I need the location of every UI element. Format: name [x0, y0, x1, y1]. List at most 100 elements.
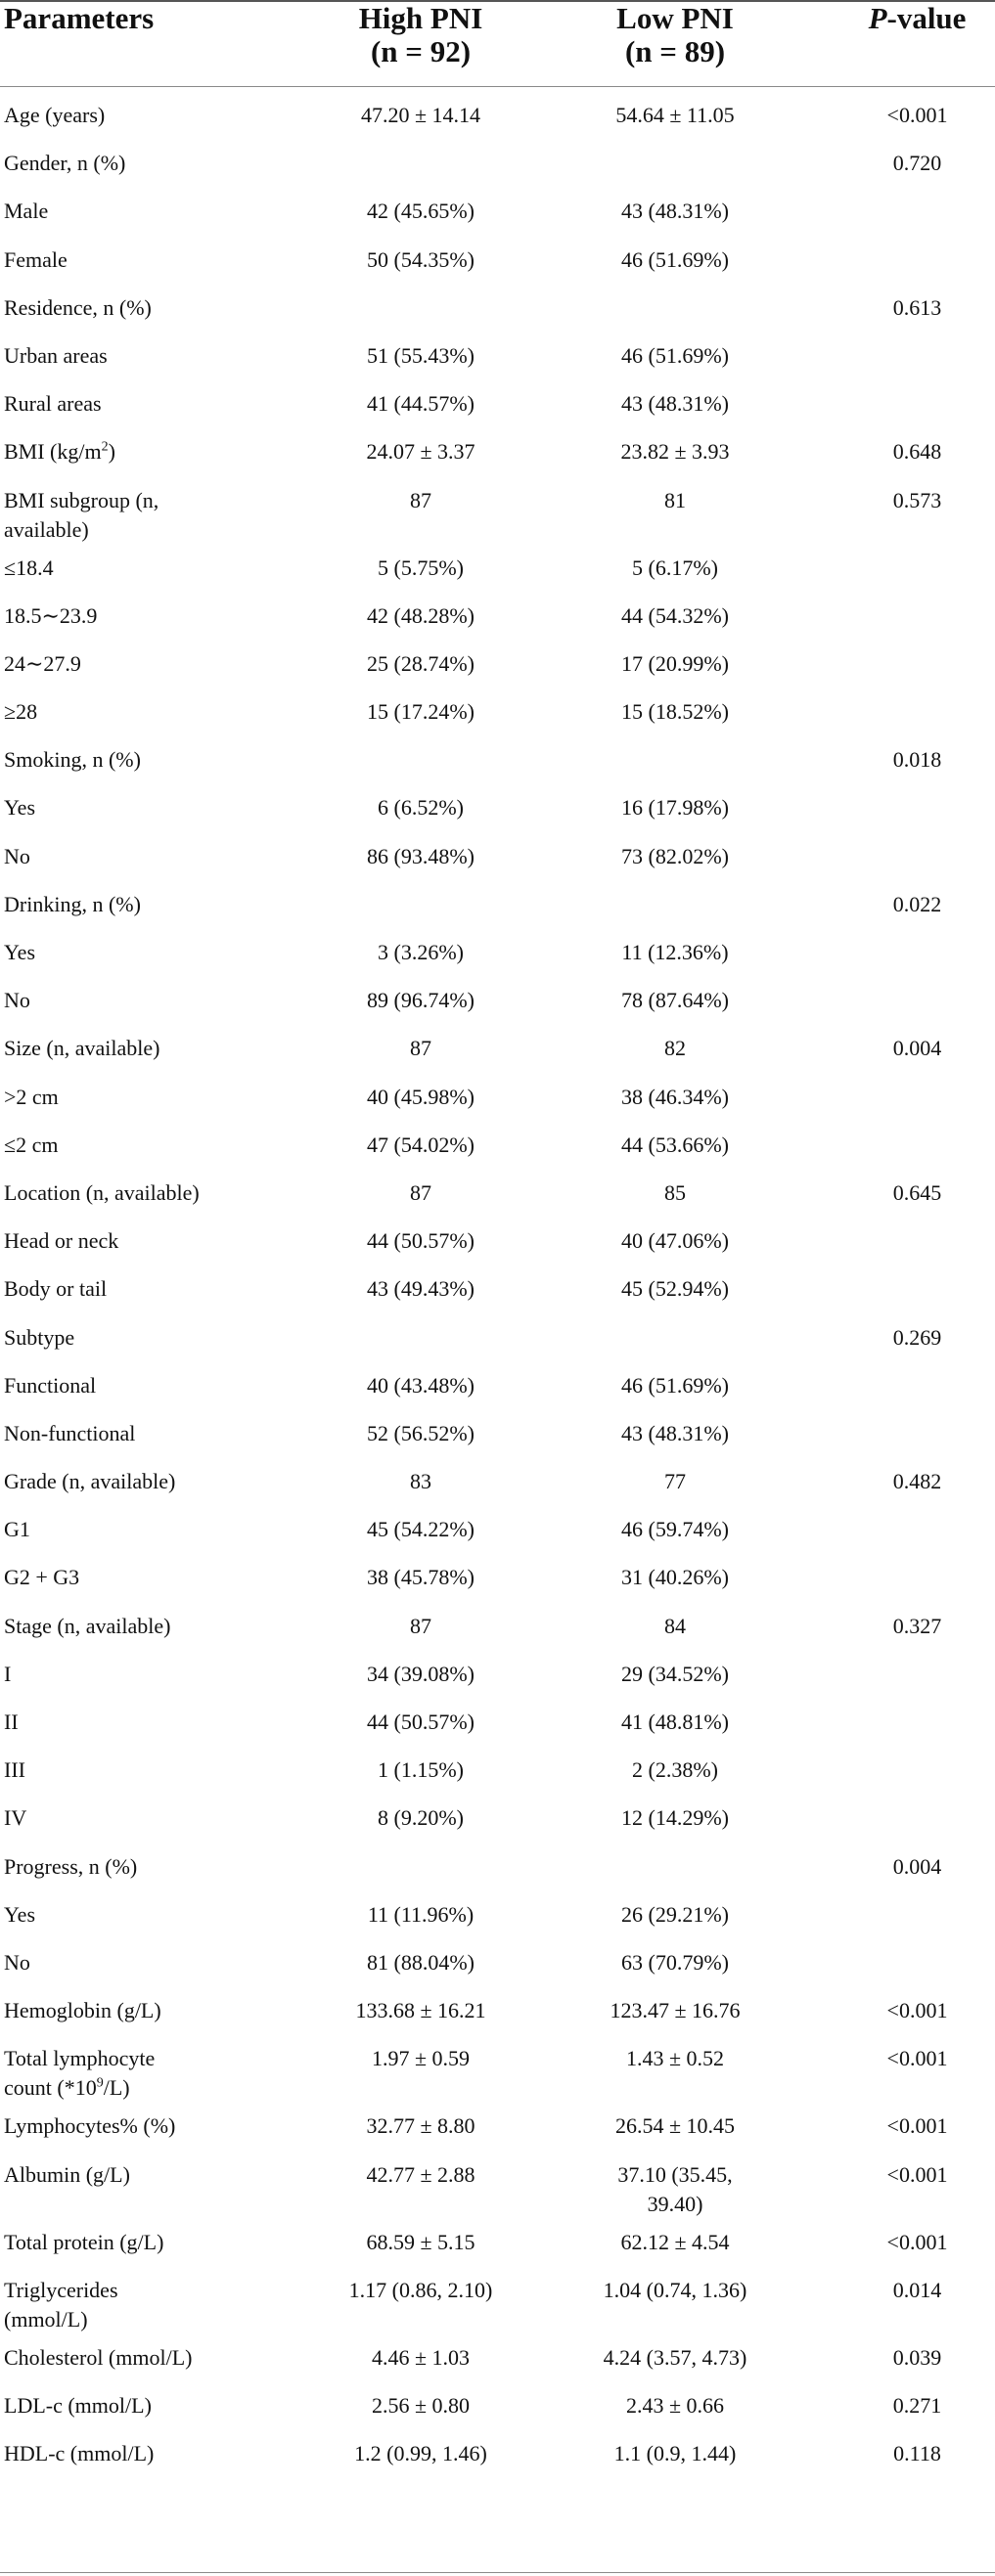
high-pni-value: 2.56 ± 0.80 [371, 2392, 471, 2418]
parameter-text-line2: available) [4, 516, 89, 542]
low-pni-value-line1: 16 (17.98%) [621, 795, 729, 821]
low-pni-value: 5 (6.17%) [548, 554, 802, 583]
parameter-cell: Hemoglobin (g/L) [4, 1996, 317, 2025]
parameter-cell: BMI subgroup (n, available) [4, 486, 317, 545]
parameter-text: LDL-c (mmol/L) [4, 2392, 152, 2418]
parameter-cell: ≤18.4 [4, 554, 317, 583]
parameter-text: Body or tail [4, 1276, 108, 1302]
table-row: HDL-c (mmol/L) 1.2 (0.99, 1.46) 1.1 (0.9, … [0, 2428, 995, 2476]
parameter-cell: No [4, 842, 317, 871]
parameter-text: Location (n, available) [4, 1179, 200, 1205]
parameter-label: Lymphocytes% (%) [4, 2111, 317, 2141]
parameter-cell: Functional [4, 1371, 317, 1400]
high-pni-value: 40 (43.48%) [367, 1372, 475, 1398]
parameter-cell: Yes [4, 938, 317, 967]
parameter-text: Drinking, n (%) [4, 891, 141, 916]
low-pni-value: 62.12 ± 4.54 [548, 2228, 802, 2257]
high-pni-value: 87 [410, 1036, 431, 1061]
parameter-label: Functional [4, 1371, 317, 1400]
high-pni-value: 25 (28.74%) [367, 650, 475, 676]
parameter-cell: IV [4, 1803, 317, 1833]
low-pni-value-line1: 26.54 ± 10.45 [614, 2113, 736, 2139]
parameter-label: No [4, 986, 317, 1015]
high-pni-value: 41 (44.57%) [367, 391, 475, 417]
p-value: 0.004 [892, 1853, 942, 1879]
header-p-italic: P [868, 1, 887, 35]
high-pni-value: 83 [410, 1469, 431, 1494]
high-pni-value: 8 (9.20%) [378, 1805, 464, 1831]
parameter-cell: ≥28 [4, 697, 317, 727]
parameter-label: Urban areas [4, 341, 317, 371]
low-pni-value-line1: 43 (48.31%) [621, 391, 729, 417]
table-row: Head or neck 44 (50.57%) 40 (47.06%) [0, 1216, 995, 1264]
low-pni-value: 12 (14.29%) [548, 1803, 802, 1833]
p-value: <0.001 [886, 1998, 948, 2023]
parameter-label: ≤18.4 [4, 554, 317, 583]
table-row: BMI (kg/m2) 24.07 ± 3.37 23.82 ± 3.93 0.648 [0, 426, 995, 474]
parameter-text: Lymphocytes% (%) [4, 2113, 176, 2139]
low-pni-value: 2 (2.38%) [548, 1755, 802, 1785]
low-pni-value: 11 (12.36%) [548, 938, 802, 967]
low-pni-value: 31 (40.26%) [548, 1563, 802, 1592]
high-pni-value: 44 (50.57%) [367, 1710, 475, 1734]
parameter-label: Albumin (g/L) [4, 2160, 317, 2190]
p-value: 0.613 [892, 294, 942, 320]
table-row: Yes 3 (3.26%) 11 (12.36%) [0, 927, 995, 975]
parameter-text: Non-functional [4, 1420, 136, 1445]
parameter-label: Yes [4, 1900, 317, 1930]
table-header: Parameters High PNI (n = 92) Low PNI (n … [0, 2, 995, 86]
low-pni-value: 54.64 ± 11.05 [548, 101, 802, 130]
parameter-cell: Yes [4, 1900, 317, 1930]
low-pni-value: 23.82 ± 3.93 [548, 437, 802, 466]
parameter-label: G2 + G3 [4, 1563, 317, 1592]
high-pni-value: 50 (54.35%) [367, 246, 475, 272]
parameter-text: Total lymphocyte [4, 2046, 156, 2071]
parameter-label: 24∼27.9 [4, 649, 317, 679]
high-pni-value: 44 (50.57%) [367, 1228, 475, 1254]
parameter-cell: Gender, n (%) [4, 149, 317, 178]
low-pni-value-line1: 123.47 ± 16.76 [610, 1998, 741, 2023]
high-pni-value: 4.46 ± 1.03 [371, 2344, 471, 2370]
parameter-text: Yes [4, 795, 36, 821]
parameter-cell: BMI (kg/m2) [4, 437, 317, 466]
parameter-label: G1 [4, 1515, 317, 1544]
table-row: Yes 11 (11.96%) 26 (29.21%) [0, 1889, 995, 1937]
parameter-text: IV [4, 1805, 27, 1831]
table-row: Urban areas 51 (55.43%) 46 (51.69%) [0, 331, 995, 378]
table-row: Triglycerides (mmol/L) 1.17 (0.86, 2.10) 1.… [0, 2265, 995, 2332]
table-row: 24∼27.9 25 (28.74%) 17 (20.99%) [0, 639, 995, 687]
parameter-text: Gender, n (%) [4, 151, 126, 176]
parameter-label: Age (years) [4, 101, 317, 130]
high-pni-value: 38 (45.78%) [367, 1565, 475, 1590]
parameter-label: Stage (n, available) [4, 1612, 317, 1641]
table-row: Age (years) 47.20 ± 14.14 54.64 ± 11.05 <0.… [0, 90, 995, 138]
parameter-label: Body or tail [4, 1274, 317, 1304]
low-pni-value: 38 (46.34%) [548, 1083, 802, 1112]
parameter-cell: No [4, 986, 317, 1015]
low-pni-value: 84 [548, 1612, 802, 1641]
p-value: 0.269 [892, 1324, 942, 1350]
high-pni-value: 86 (93.48%) [367, 843, 475, 868]
low-pni-value-line1: 82 [664, 1036, 686, 1061]
parameter-cell: G1 [4, 1515, 317, 1544]
p-value: 0.482 [892, 1469, 942, 1494]
parameter-label: BMI (kg/m2) [4, 437, 317, 466]
parameter-label: Yes [4, 938, 317, 967]
table-bottom-rule [0, 2572, 995, 2573]
table-row: ≤18.4 5 (5.75%) 5 (6.17%) [0, 543, 995, 591]
parameter-label: Subtype [4, 1323, 317, 1353]
parameter-cell: Stage (n, available) [4, 1612, 317, 1641]
parameter-label-line2: (mmol/L) [4, 2305, 317, 2334]
low-pni-value: 26.54 ± 10.45 [548, 2111, 802, 2141]
parameter-text: I [4, 1661, 12, 1686]
low-pni-value-line1: 46 (51.69%) [621, 246, 729, 272]
low-pni-value: 2.43 ± 0.66 [548, 2391, 802, 2421]
parameter-label: HDL-c (mmol/L) [4, 2439, 317, 2468]
low-pni-value-line1: 5 (6.17%) [632, 555, 718, 580]
low-pni-value-line1: 26 (29.21%) [621, 1901, 729, 1927]
parameter-label: 18.5∼23.9 [4, 601, 317, 631]
low-pni-value: 43 (48.31%) [548, 389, 802, 419]
table-row: 18.5∼23.9 42 (48.28%) 44 (54.32%) [0, 591, 995, 639]
parameter-text: ≥28 [4, 699, 38, 725]
parameter-label: Grade (n, available) [4, 1467, 317, 1496]
